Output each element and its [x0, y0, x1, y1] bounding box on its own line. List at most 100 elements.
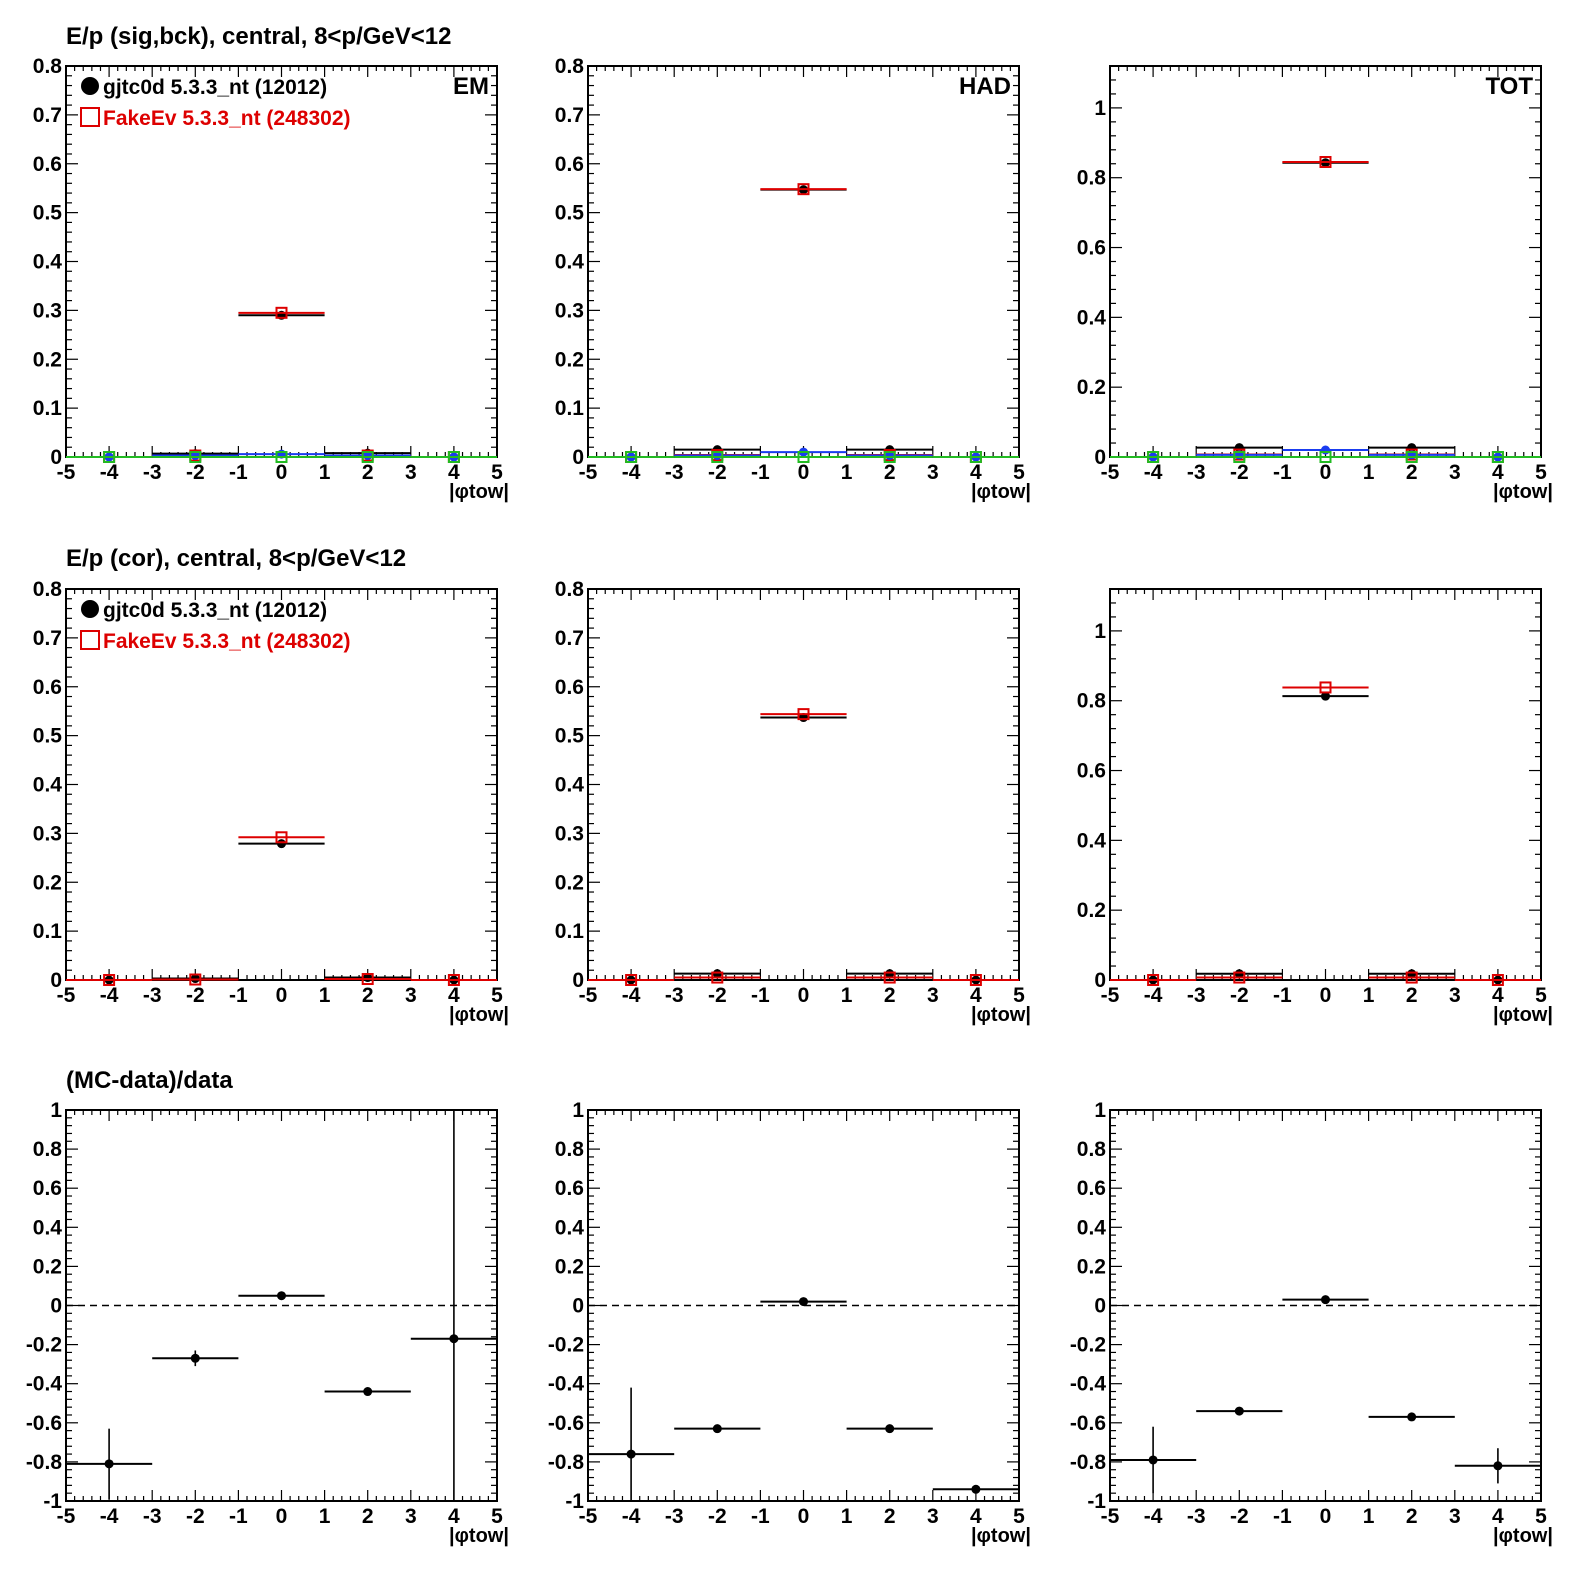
data-point [626, 1449, 636, 1459]
y-tick-label: 0.5 [33, 202, 63, 225]
x-tick-label: 0 [1320, 1505, 1332, 1528]
x-tick-label: -5 [1101, 984, 1120, 1007]
x-tick-label: 0 [276, 1505, 288, 1528]
y-tick-label: -0.6 [1070, 1412, 1106, 1435]
x-tick-label: 2 [884, 461, 896, 484]
y-tick-label: 0 [50, 1295, 62, 1318]
x-tick-label: -5 [1101, 1505, 1120, 1528]
data-point [1319, 681, 1332, 694]
x-tick-label: 2 [1406, 461, 1418, 484]
data-point [885, 969, 895, 979]
y-tick-label: 1 [1094, 1099, 1106, 1122]
x-tick-label: -1 [229, 1505, 248, 1528]
y-tick-label: 0.6 [555, 1177, 584, 1200]
legend-label: FakeEv 5.3.3_nt (248302) [103, 107, 351, 130]
x-tick-label: -3 [665, 1505, 684, 1528]
x-tick-label: -5 [579, 984, 598, 1007]
x-tick-label: 0 [798, 1505, 810, 1528]
x-axis-label: |φtow| [1493, 1004, 1553, 1026]
y-tick-label: 0.8 [1077, 690, 1107, 713]
panel-ratio-em: -5 -4 -3 -2 -1 0 1 2 3 4 5|φtow| -1 -0.8 -0.6 -0.4 -0.2… [26, 1099, 509, 1547]
series-1 [588, 183, 1019, 463]
y-tick-label: -0.6 [548, 1412, 584, 1435]
x-axis-label: |φtow| [1493, 481, 1553, 503]
y-tick-label: 0.6 [1077, 1177, 1106, 1200]
legend-marker-square [80, 630, 100, 650]
data-point [625, 451, 638, 463]
x-tick-label: 0 [276, 461, 288, 484]
data-point [447, 451, 460, 463]
x-tick-label: 3 [405, 984, 417, 1007]
legend-marker-circle [81, 77, 99, 95]
x-tick-label: -1 [229, 984, 248, 1007]
y-tick-label: 0.2 [33, 871, 62, 894]
x-tick-label: -5 [1101, 461, 1120, 484]
x-tick-label: -4 [1144, 461, 1163, 484]
data-point [1491, 974, 1504, 986]
y-tick-label: 0.7 [33, 627, 62, 650]
x-tick-label: -3 [143, 1505, 162, 1528]
y-tick-label: -0.8 [548, 1451, 585, 1474]
series-0 [588, 1297, 1019, 1501]
data-point [190, 1353, 200, 1363]
y-tick-label: 0.7 [555, 627, 584, 650]
series-1 [588, 708, 1019, 986]
y-tick-label: 0.4 [1077, 1216, 1107, 1239]
data-point [711, 971, 724, 984]
x-tick-label: -2 [1230, 461, 1249, 484]
series-0 [66, 1110, 497, 1501]
x-tick-label: 5 [491, 1505, 503, 1528]
y-tick-label: 1 [50, 1099, 62, 1122]
x-tick-label: -1 [751, 984, 770, 1007]
x-tick-label: 1 [1363, 984, 1375, 1007]
data-point [1407, 969, 1417, 979]
y-tick-label: 0.5 [33, 725, 63, 748]
x-tick-label: 1 [319, 1505, 331, 1528]
data-point [363, 1387, 373, 1397]
y-tick-label: 0.6 [555, 153, 584, 176]
x-tick-label: 5 [491, 984, 503, 1007]
plot-frame [587, 65, 1020, 458]
x-tick-label: 1 [319, 461, 331, 484]
x-tick-label: -4 [622, 461, 641, 484]
x-axis-label: |φtow| [971, 481, 1031, 503]
series-3 [588, 451, 1019, 463]
panel-ratio-had: -5 -4 -3 -2 -1 0 1 2 3 4 5|φtow| -1 -0.8 -0.6 -0.4 -0.2… [548, 1099, 1031, 1547]
x-tick-label: 0 [1320, 984, 1332, 1007]
x-tick-label: -2 [186, 984, 205, 1007]
x-tick-label: -1 [1273, 461, 1292, 484]
x-tick-label: -4 [622, 1505, 641, 1528]
x-tick-label: 2 [362, 984, 374, 1007]
x-tick-label: 3 [1449, 461, 1461, 484]
y-tick-label: 0.6 [1077, 237, 1106, 260]
y-tick-label: 1 [572, 1099, 584, 1122]
x-tick-label: 4 [1492, 1505, 1504, 1528]
x-tick-label: 5 [1535, 1505, 1547, 1528]
legend: gjtc0d 5.3.3_nt (12012) FakeEv 5.3.3_nt (… [80, 599, 351, 653]
row-title-ratio: (MC-data)/data [66, 1067, 233, 1094]
x-tick-label: 4 [970, 461, 982, 484]
series-2 [588, 447, 1019, 462]
x-tick-label: 3 [927, 1505, 939, 1528]
panel-cor-had: -5 -4 -3 -2 -1 0 1 2 3 4 5|φtow| 0 0.1 0.2 0.3 0.4 0.5 0.… [555, 578, 1031, 1026]
y-tick-label: -0.6 [26, 1412, 62, 1435]
y-tick-label: 1 [1094, 97, 1106, 120]
x-tick-label: 4 [448, 461, 460, 484]
data-point [1233, 451, 1246, 463]
y-tick-label: 0.6 [1077, 760, 1106, 783]
data-point [711, 451, 724, 463]
y-tick-label: -0.8 [26, 1451, 63, 1474]
x-tick-label: -5 [579, 1505, 598, 1528]
x-axis-label: |φtow| [449, 1525, 509, 1547]
x-tick-label: 3 [927, 984, 939, 1007]
panel-label: TOT [1485, 73, 1533, 100]
x-axis-label: |φtow| [1493, 1525, 1553, 1547]
y-tick-label: -0.8 [1070, 1451, 1107, 1474]
series-1 [66, 831, 497, 986]
data-point [1321, 445, 1330, 455]
y-tick-label: 0.1 [33, 920, 63, 943]
series-1 [1110, 156, 1541, 463]
y-tick-label: 0.8 [33, 1138, 63, 1161]
